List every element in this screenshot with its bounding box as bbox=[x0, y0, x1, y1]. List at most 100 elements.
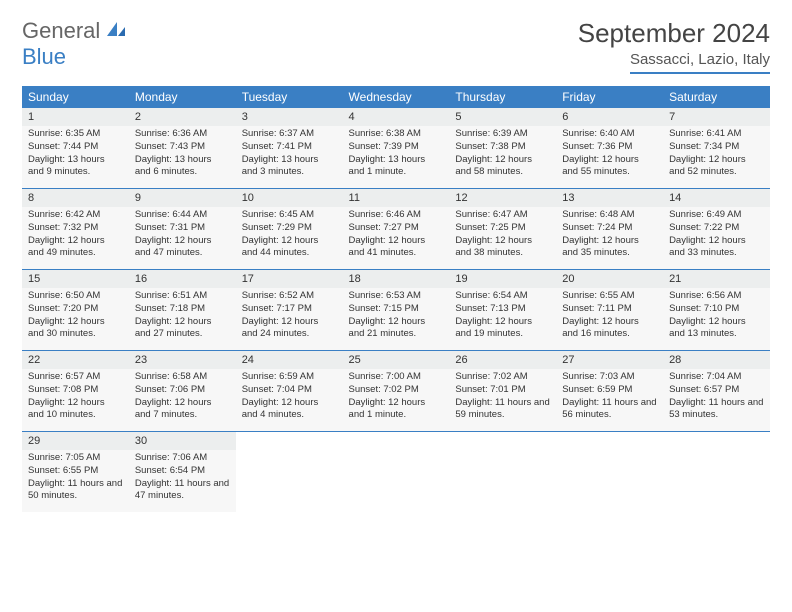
daylight-text: Daylight: 12 hours and 27 minutes. bbox=[135, 316, 230, 342]
day-body: Sunrise: 6:37 AMSunset: 7:41 PMDaylight:… bbox=[236, 126, 343, 188]
sunrise-text: Sunrise: 6:41 AM bbox=[669, 128, 764, 141]
day-bar: 21 bbox=[663, 269, 770, 288]
day-body bbox=[663, 438, 770, 500]
day-body: Sunrise: 6:53 AMSunset: 7:15 PMDaylight:… bbox=[343, 288, 450, 350]
day-header-row: SundayMondayTuesdayWednesdayThursdayFrid… bbox=[22, 86, 770, 108]
calendar-cell bbox=[449, 431, 556, 512]
sunset-text: Sunset: 7:44 PM bbox=[28, 141, 123, 154]
sunset-text: Sunset: 7:11 PM bbox=[562, 303, 657, 316]
calendar-cell: 19Sunrise: 6:54 AMSunset: 7:13 PMDayligh… bbox=[449, 269, 556, 350]
calendar-cell: 9 Sunrise: 6:44 AMSunset: 7:31 PMDaylight… bbox=[129, 188, 236, 269]
calendar-cell: 5Sunrise: 6:39 AMSunset: 7:38 PMDaylight… bbox=[449, 108, 556, 188]
day-number: 23 bbox=[135, 354, 147, 366]
calendar-cell: 8Sunrise: 6:42 AMSunset: 7:32 PMDaylight… bbox=[22, 188, 129, 269]
calendar-cell: 14Sunrise: 6:49 AMSunset: 7:22 PMDayligh… bbox=[663, 188, 770, 269]
sunrise-text: Sunrise: 7:00 AM bbox=[349, 371, 444, 384]
day-bar: 2 bbox=[129, 108, 236, 126]
day-body: Sunrise: 6:51 AMSunset: 7:18 PMDaylight:… bbox=[129, 288, 236, 350]
day-number: 25 bbox=[349, 354, 361, 366]
sunrise-text: Sunrise: 6:58 AM bbox=[135, 371, 230, 384]
day-body: Sunrise: 6:55 AMSunset: 7:11 PMDaylight:… bbox=[556, 288, 663, 350]
sunrise-text: Sunrise: 6:36 AM bbox=[135, 128, 230, 141]
daylight-text: Daylight: 11 hours and 59 minutes. bbox=[455, 397, 550, 423]
day-bar: 3 bbox=[236, 108, 343, 126]
calendar-cell: 7Sunrise: 6:41 AMSunset: 7:34 PMDaylight… bbox=[663, 108, 770, 188]
sunrise-text: Sunrise: 7:05 AM bbox=[28, 452, 123, 465]
calendar-cell bbox=[663, 431, 770, 512]
day-body: Sunrise: 6:56 AMSunset: 7:10 PMDaylight:… bbox=[663, 288, 770, 350]
day-bar: 7 bbox=[663, 108, 770, 126]
calendar-cell: 17Sunrise: 6:52 AMSunset: 7:17 PMDayligh… bbox=[236, 269, 343, 350]
day-number: 13 bbox=[562, 192, 574, 204]
sunset-text: Sunset: 7:22 PM bbox=[669, 222, 764, 235]
day-body: Sunrise: 6:39 AMSunset: 7:38 PMDaylight:… bbox=[449, 126, 556, 188]
daylight-text: Daylight: 11 hours and 47 minutes. bbox=[135, 478, 230, 504]
calendar-week: 22Sunrise: 6:57 AMSunset: 7:08 PMDayligh… bbox=[22, 350, 770, 431]
calendar-week: 1Sunrise: 6:35 AMSunset: 7:44 PMDaylight… bbox=[22, 108, 770, 188]
daylight-text: Daylight: 12 hours and 4 minutes. bbox=[242, 397, 337, 423]
calendar-cell: 1Sunrise: 6:35 AMSunset: 7:44 PMDaylight… bbox=[22, 108, 129, 188]
calendar-week: 8Sunrise: 6:42 AMSunset: 7:32 PMDaylight… bbox=[22, 188, 770, 269]
sunrise-text: Sunrise: 6:47 AM bbox=[455, 209, 550, 222]
calendar-table: SundayMondayTuesdayWednesdayThursdayFrid… bbox=[22, 86, 770, 512]
day-body: Sunrise: 6:59 AMSunset: 7:04 PMDaylight:… bbox=[236, 369, 343, 431]
sunrise-text: Sunrise: 6:56 AM bbox=[669, 290, 764, 303]
calendar-cell: 21Sunrise: 6:56 AMSunset: 7:10 PMDayligh… bbox=[663, 269, 770, 350]
day-bar: 24 bbox=[236, 350, 343, 369]
sunset-text: Sunset: 7:04 PM bbox=[242, 384, 337, 397]
day-number: 27 bbox=[562, 354, 574, 366]
day-body: Sunrise: 6:46 AMSunset: 7:27 PMDaylight:… bbox=[343, 207, 450, 269]
calendar-cell: 18Sunrise: 6:53 AMSunset: 7:15 PMDayligh… bbox=[343, 269, 450, 350]
day-bar: 9 bbox=[129, 188, 236, 207]
calendar-cell: 3 Sunrise: 6:37 AMSunset: 7:41 PMDaylight… bbox=[236, 108, 343, 188]
sunset-text: Sunset: 7:10 PM bbox=[669, 303, 764, 316]
sunrise-text: Sunrise: 6:57 AM bbox=[28, 371, 123, 384]
sunrise-text: Sunrise: 6:53 AM bbox=[349, 290, 444, 303]
daylight-text: Daylight: 12 hours and 21 minutes. bbox=[349, 316, 444, 342]
day-bar: 15 bbox=[22, 269, 129, 288]
logo-text-line1: General bbox=[22, 18, 100, 43]
day-number: 24 bbox=[242, 354, 254, 366]
sunset-text: Sunset: 7:41 PM bbox=[242, 141, 337, 154]
day-body: Sunrise: 6:50 AMSunset: 7:20 PMDaylight:… bbox=[22, 288, 129, 350]
day-number: 3 bbox=[242, 111, 248, 123]
sunset-text: Sunset: 7:02 PM bbox=[349, 384, 444, 397]
calendar-cell: 22Sunrise: 6:57 AMSunset: 7:08 PMDayligh… bbox=[22, 350, 129, 431]
daylight-text: Daylight: 13 hours and 3 minutes. bbox=[242, 154, 337, 180]
day-number: 15 bbox=[28, 273, 40, 285]
calendar-cell bbox=[236, 431, 343, 512]
sunset-text: Sunset: 7:32 PM bbox=[28, 222, 123, 235]
daylight-text: Daylight: 11 hours and 50 minutes. bbox=[28, 478, 123, 504]
daylight-text: Daylight: 12 hours and 49 minutes. bbox=[28, 235, 123, 261]
sunrise-text: Sunrise: 6:52 AM bbox=[242, 290, 337, 303]
day-bar: 12 bbox=[449, 188, 556, 207]
day-number: 8 bbox=[28, 192, 34, 204]
sunrise-text: Sunrise: 6:48 AM bbox=[562, 209, 657, 222]
title-block: September 2024 Sassacci, Lazio, Italy bbox=[578, 18, 770, 74]
daylight-text: Daylight: 12 hours and 30 minutes. bbox=[28, 316, 123, 342]
calendar-week: 15 Sunrise: 6:50 AMSunset: 7:20 PMDayligh… bbox=[22, 269, 770, 350]
calendar-cell: 2Sunrise: 6:36 AMSunset: 7:43 PMDaylight… bbox=[129, 108, 236, 188]
day-bar: 22 bbox=[22, 350, 129, 369]
calendar-cell: 24 Sunrise: 6:59 AMSunset: 7:04 PMDayligh… bbox=[236, 350, 343, 431]
day-bar: 8 bbox=[22, 188, 129, 207]
day-body: Sunrise: 6:44 AMSunset: 7:31 PMDaylight:… bbox=[129, 207, 236, 269]
sunset-text: Sunset: 7:29 PM bbox=[242, 222, 337, 235]
day-body bbox=[343, 438, 450, 500]
daylight-text: Daylight: 12 hours and 13 minutes. bbox=[669, 316, 764, 342]
sunrise-text: Sunrise: 7:02 AM bbox=[455, 371, 550, 384]
sunset-text: Sunset: 7:20 PM bbox=[28, 303, 123, 316]
daylight-text: Daylight: 11 hours and 53 minutes. bbox=[669, 397, 764, 423]
calendar-cell: 10Sunrise: 6:45 AMSunset: 7:29 PMDayligh… bbox=[236, 188, 343, 269]
sunset-text: Sunset: 7:38 PM bbox=[455, 141, 550, 154]
daylight-text: Daylight: 12 hours and 19 minutes. bbox=[455, 316, 550, 342]
day-bar: 17 bbox=[236, 269, 343, 288]
day-bar bbox=[556, 431, 663, 438]
day-header: Tuesday bbox=[236, 86, 343, 108]
day-number: 9 bbox=[135, 192, 141, 204]
calendar-cell: 23Sunrise: 6:58 AMSunset: 7:06 PMDayligh… bbox=[129, 350, 236, 431]
calendar-cell: 15 Sunrise: 6:50 AMSunset: 7:20 PMDayligh… bbox=[22, 269, 129, 350]
calendar-cell: 6Sunrise: 6:40 AMSunset: 7:36 PMDaylight… bbox=[556, 108, 663, 188]
day-body: Sunrise: 6:52 AMSunset: 7:17 PMDaylight:… bbox=[236, 288, 343, 350]
sunrise-text: Sunrise: 6:45 AM bbox=[242, 209, 337, 222]
